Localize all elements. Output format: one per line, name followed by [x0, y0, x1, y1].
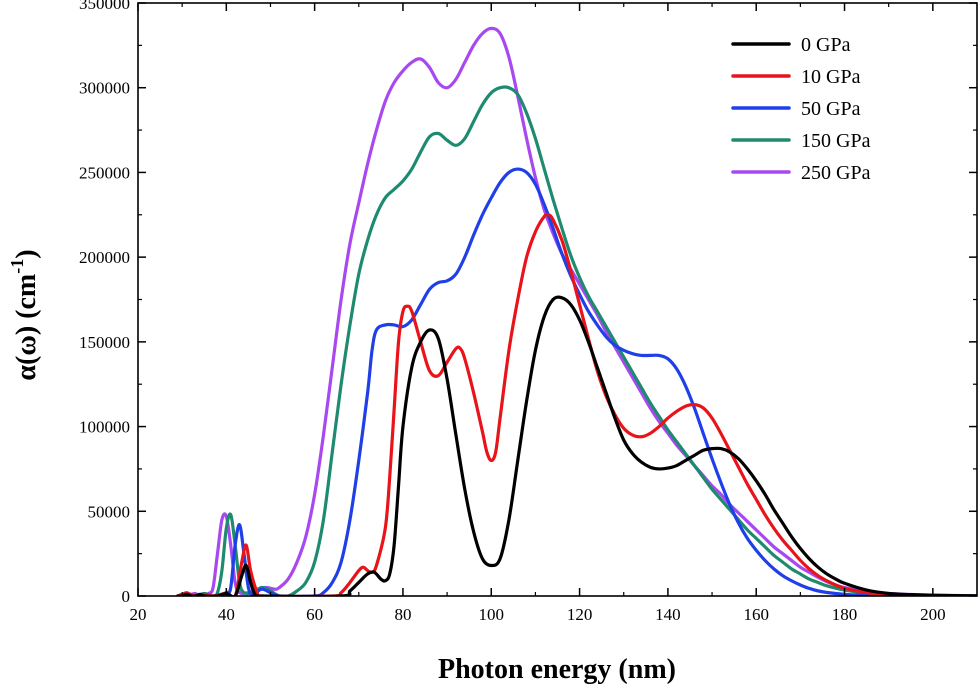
x-tick-label: 80: [394, 605, 411, 624]
y-tick-label: 200000: [79, 248, 130, 267]
plot-frame: [137, 2, 978, 597]
y-tick-label: 0: [122, 587, 131, 606]
y-tick-label: 300000: [79, 79, 130, 98]
x-tick-label: 180: [832, 605, 858, 624]
y-tick-label: 50000: [88, 502, 131, 521]
x-tick-label: 20: [130, 605, 147, 624]
series-line-0-gpa: [176, 295, 977, 596]
x-axis-title: Photon energy (nm): [438, 654, 676, 685]
y-axis-title-group: α(ω) (cm-1): [7, 249, 42, 380]
legend-label: 150 GPa: [801, 130, 871, 152]
y-axis-title: α(ω) (cm-1): [7, 249, 42, 380]
x-tick-label: 200: [920, 605, 946, 624]
legend-label: 0 GPa: [801, 34, 851, 56]
y-tick-label: 100000: [79, 418, 130, 437]
x-tick-label: 40: [218, 605, 235, 624]
x-tick-label: 120: [567, 605, 593, 624]
axes: 20 40 60 80 100 120 140 160 180 200 0 50000 100000 15…: [79, 0, 978, 624]
legend-label: 10 GPa: [801, 66, 861, 88]
x-tick-label: 60: [306, 605, 323, 624]
y-tick-label: 150000: [79, 333, 130, 352]
y-tick-label: 250000: [79, 163, 130, 182]
y-axis-title-close: ): [11, 249, 42, 258]
legend-label: 250 GPa: [801, 162, 871, 184]
legend: 0 GPa 10 GPa 50 GPa 150 GPa 250 GPa: [731, 34, 871, 184]
x-tick-label: 160: [743, 605, 769, 624]
series-line-50-gpa: [176, 167, 977, 596]
legend-label: 50 GPa: [801, 98, 861, 120]
x-tick-label: 100: [479, 605, 505, 624]
y-axis-title-main: α(ω) (cm: [11, 274, 42, 381]
y-axis-title-sup: -1: [7, 259, 27, 274]
x-tick-label: 140: [655, 605, 681, 624]
y-tick-label: 350000: [79, 0, 130, 13]
series-line-10-gpa: [176, 212, 977, 596]
